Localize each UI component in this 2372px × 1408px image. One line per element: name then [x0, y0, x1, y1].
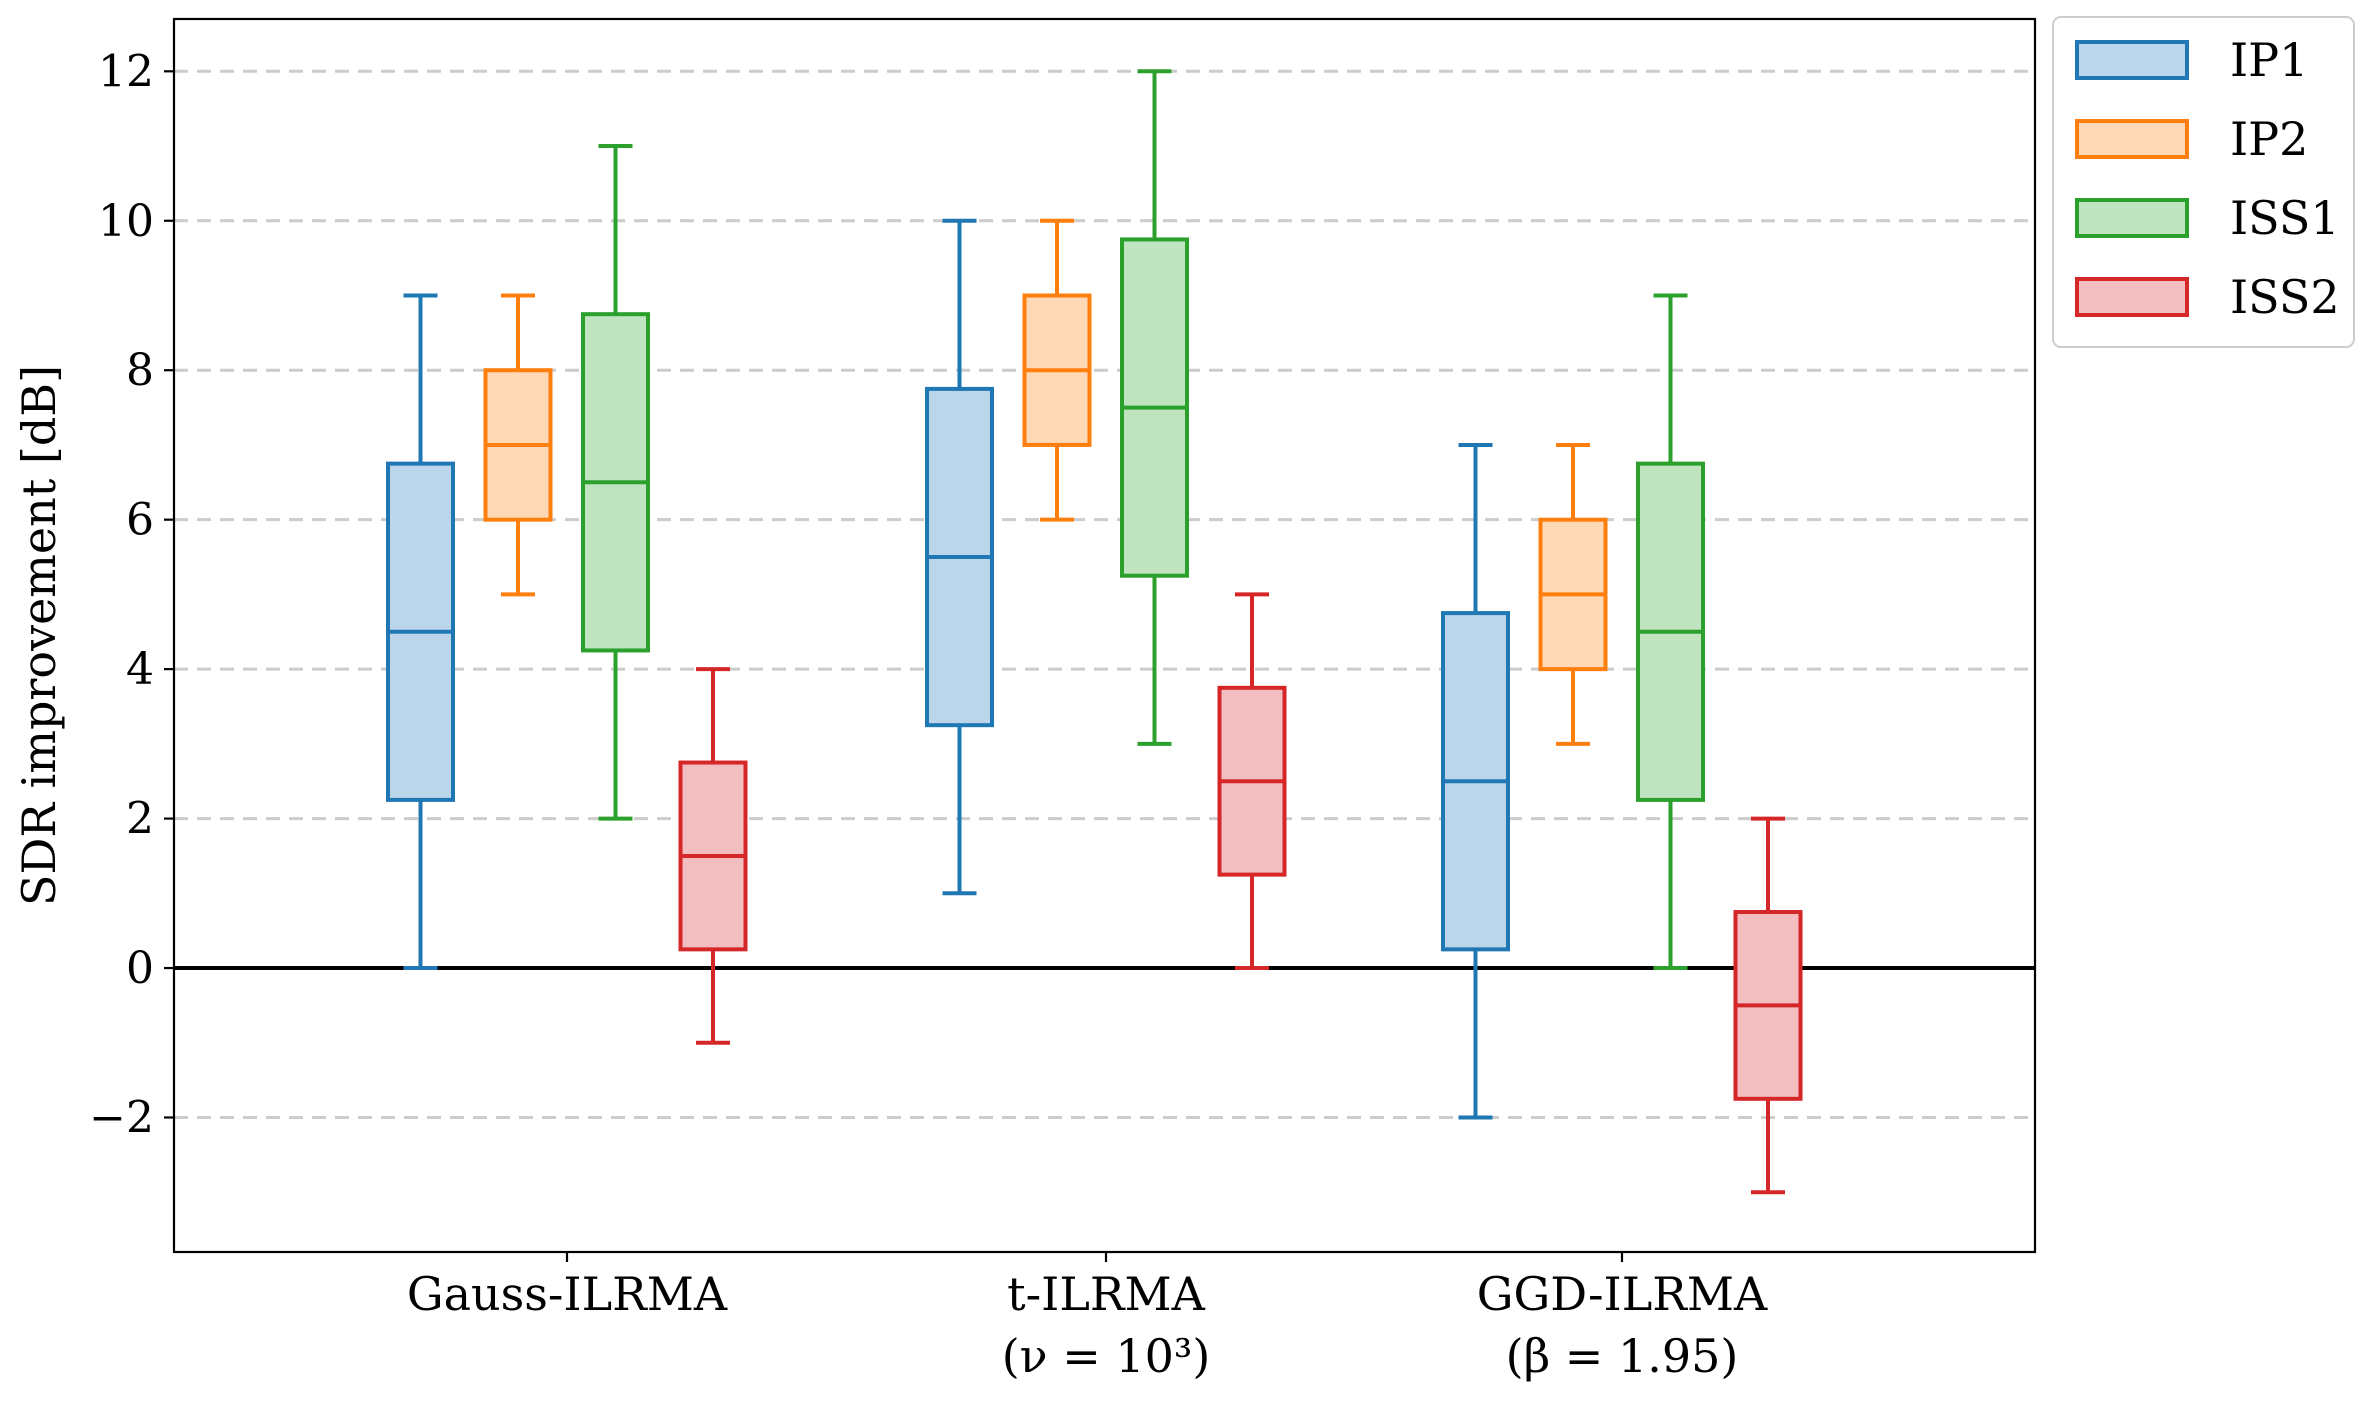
legend: IP1 IP2 ISS1 ISS2 [2052, 16, 2355, 348]
legend-swatch [2075, 119, 2189, 159]
legend-label: ISS2 [2230, 270, 2340, 324]
y-tick-label: 4 [126, 644, 154, 695]
box-iss2-2 [1217, 592, 1287, 971]
y-tick-label: 8 [126, 345, 154, 396]
category-sublabel: (ν = 10³) [1002, 1329, 1211, 1383]
box-ip1-3 [1441, 442, 1510, 1120]
legend-frame [2052, 16, 2355, 348]
legend-label: ISS1 [2230, 191, 2340, 245]
legend-label: IP1 [2230, 33, 2308, 87]
category-label: GGD-ILRMA [1477, 1267, 1768, 1321]
series-ip2 [483, 218, 1608, 746]
legend-item-iss2: ISS2 [2075, 270, 2340, 324]
category-label: t-ILRMA [1007, 1267, 1205, 1321]
y-tick-label: 10 [98, 196, 154, 247]
y-tick-label: 6 [126, 495, 154, 546]
y-axis-ticks: −2 0 2 4 6 8 10 12 [89, 46, 174, 1143]
y-tick-label: 0 [126, 943, 154, 994]
box-series [386, 69, 1803, 1195]
x-axis-ticks: Gauss-ILRMA t-ILRMA (ν = 10³) GGD-ILRMA (β =… [407, 1252, 1768, 1383]
plot-frame [172, 17, 2037, 1254]
category-sublabel: (β = 1.95) [1506, 1329, 1739, 1383]
legend-swatch [2075, 198, 2189, 238]
y-tick-label: 12 [98, 46, 154, 97]
series-iss2 [678, 592, 1803, 1195]
box-ip2-3 [1538, 442, 1608, 746]
box-ip2-2 [1022, 218, 1092, 522]
box-iss1-3 [1636, 293, 1705, 971]
box-iss1-1 [581, 144, 650, 821]
box-ip2-1 [483, 293, 553, 597]
legend-swatch [2075, 277, 2189, 317]
legend-swatch [2075, 40, 2189, 80]
series-iss1 [581, 69, 1705, 971]
box-iss1-2 [1120, 69, 1189, 746]
y-tick-label: −2 [89, 1092, 154, 1143]
box-iss2-3 [1733, 816, 1803, 1195]
legend-item-ip2: IP2 [2075, 112, 2308, 166]
y-axis-label: SDR improvement [dB] [12, 365, 66, 906]
box-ip1-2 [925, 218, 994, 896]
box-iss2-1 [678, 667, 748, 1045]
legend-item-ip1: IP1 [2075, 33, 2308, 87]
legend-item-iss1: ISS1 [2075, 191, 2340, 245]
category-label: Gauss-ILRMA [407, 1267, 728, 1321]
box-ip1-1 [386, 293, 455, 971]
y-tick-label: 2 [126, 794, 154, 845]
legend-label: IP2 [2230, 112, 2308, 166]
series-ip1 [386, 218, 1510, 1120]
